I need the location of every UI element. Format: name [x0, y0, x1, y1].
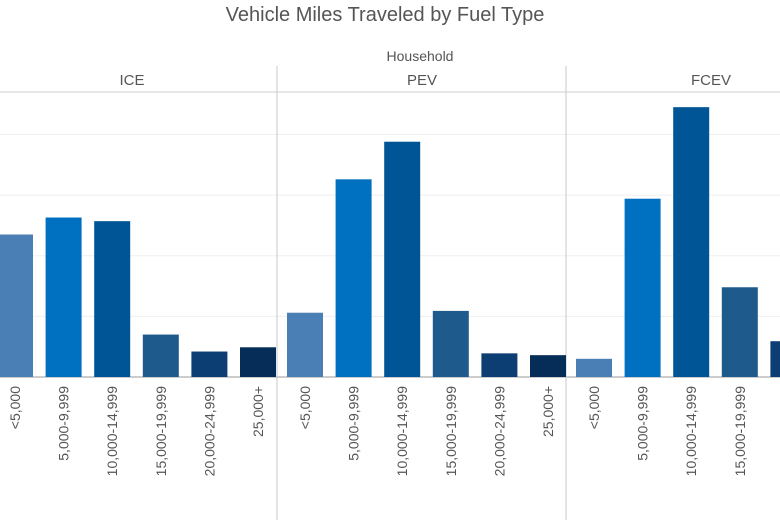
bar-pev-2	[384, 141, 421, 377]
tick-label-ice-2: 10,000-14,999	[104, 386, 120, 477]
tick-label-pev-5: 25,000+	[540, 386, 556, 437]
panel-header-ice: ICE	[119, 72, 144, 89]
tick-label-pev-3: 15,000-19,999	[443, 386, 459, 477]
bar-pev-5	[530, 355, 566, 377]
tick-label-pev-2: 10,000-14,999	[394, 386, 410, 477]
tick-label-ice-3: 15,000-19,999	[153, 386, 169, 477]
bar-fcev-4	[770, 341, 780, 377]
bar-ice-5	[240, 347, 276, 377]
tick-label-ice-5: 25,000+	[250, 386, 266, 437]
bar-pev-1	[335, 179, 372, 377]
group-header: Household	[387, 48, 454, 64]
tick-label-ice-1: 5,000-9,999	[56, 386, 72, 461]
bar-fcev-1	[624, 198, 661, 377]
bar-fcev-2	[673, 107, 710, 377]
tick-label-fcev-2: 10,000-14,999	[683, 386, 699, 477]
tick-label-fcev-1: 5,000-9,999	[635, 386, 651, 461]
label-layer: <5,000 5,000-9,999 10,000-14,999 15,000-19,…	[7, 386, 748, 477]
bar-layer	[0, 107, 780, 377]
tick-label-ice-4: 20,000-24,999	[201, 386, 217, 477]
bar-ice-3	[142, 334, 179, 377]
bar-ice-4	[191, 351, 228, 377]
bar-ice-0	[0, 234, 33, 377]
chart-title: Vehicle Miles Traveled by Fuel Type	[225, 4, 545, 26]
bar-ice-1	[45, 217, 82, 377]
tick-label-fcev-3: 15,000-19,999	[732, 386, 748, 477]
tick-label-ice-0: <5,000	[7, 386, 23, 429]
tick-label-pev-0: <5,000	[297, 386, 313, 429]
tick-label-pev-1: 5,000-9,999	[346, 386, 362, 461]
panel-layer: ICE PEV FCEV	[119, 66, 731, 520]
bar-fcev-3	[721, 287, 758, 377]
tick-label-fcev-0: <5,000	[586, 386, 602, 429]
bar-fcev-0	[576, 358, 612, 377]
tick-label-pev-4: 20,000-24,999	[491, 386, 507, 477]
panel-header-pev: PEV	[407, 72, 437, 89]
panel-header-fcev: FCEV	[691, 72, 731, 89]
bar-pev-4	[481, 353, 518, 377]
bar-ice-2	[94, 221, 131, 377]
bar-pev-3	[432, 310, 469, 377]
bar-pev-0	[287, 312, 323, 377]
